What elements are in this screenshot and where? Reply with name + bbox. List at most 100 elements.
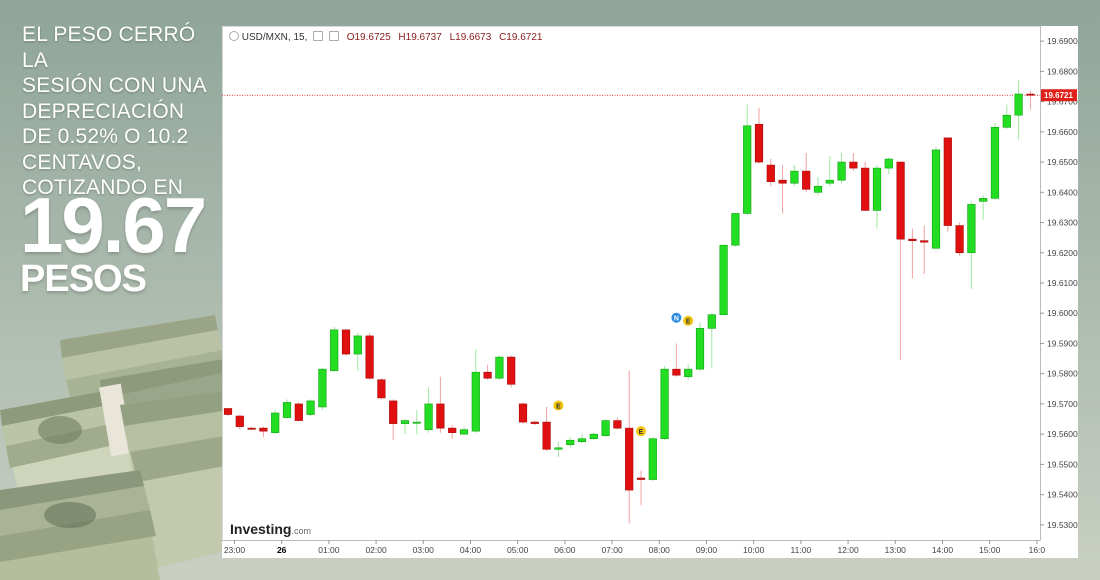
candle-body	[306, 400, 315, 415]
candle-body	[365, 335, 374, 379]
candle-body	[861, 167, 870, 211]
event-marker	[552, 399, 565, 412]
candle-body	[1014, 93, 1023, 116]
candle-body	[707, 314, 716, 329]
candle-body	[318, 368, 327, 408]
last-price-badge	[1041, 89, 1077, 102]
candle-body	[872, 167, 882, 211]
candle-body	[459, 429, 469, 435]
candle-body	[377, 379, 386, 399]
candle-body	[766, 164, 775, 183]
candle-body	[884, 158, 893, 169]
event-marker	[670, 311, 683, 324]
logo-name: Investing	[230, 521, 292, 537]
candle-body	[695, 328, 705, 370]
y-tick-label: 19.5300	[1047, 520, 1078, 530]
ohlc-low: L19.6673	[449, 32, 492, 43]
headline-line: EL PESO CERRÓ LA	[22, 23, 196, 72]
candle-body	[743, 125, 752, 214]
candle-body	[813, 185, 823, 193]
candle-body	[1026, 93, 1035, 96]
collapse-icon[interactable]	[229, 31, 239, 41]
ohlc-high: H19.6737	[398, 32, 442, 43]
y-tick-label: 19.6000	[1047, 308, 1078, 318]
candle-body	[1002, 114, 1011, 128]
x-tick-label: 23:00	[224, 545, 246, 555]
x-tick-label: 13:00	[885, 545, 907, 555]
candle-body	[648, 438, 657, 480]
candle-body	[931, 149, 941, 249]
x-tick-label: 04:00	[460, 545, 482, 555]
candle-body	[719, 244, 728, 316]
logo-suffix: .com	[291, 526, 311, 536]
headline-line: COTIZANDO EN	[22, 176, 184, 199]
y-tick-label: 19.6200	[1047, 248, 1078, 258]
candle-body	[754, 123, 764, 163]
candlestick-chart[interactable]: 19.6900 19.6800 19.6700 19.6600 19.6500 19.64…	[222, 26, 1078, 558]
headline: EL PESO CERRÓ LA SESIÓN CON UNA DEPRECIA…	[22, 22, 222, 201]
y-tick-label: 19.6100	[1047, 278, 1078, 288]
candle-body	[990, 126, 1000, 199]
candle-body	[625, 427, 634, 491]
y-tick-label: 19.6900	[1047, 36, 1078, 46]
candle-body	[979, 198, 988, 202]
y-tick-label: 19.6500	[1047, 157, 1078, 167]
event-marker-label: E	[686, 319, 691, 326]
candle-body	[542, 421, 551, 450]
candle-body	[223, 408, 233, 415]
bill-stack-front	[0, 390, 230, 580]
candle-body	[341, 329, 351, 355]
candle-body	[601, 420, 610, 436]
candle-body	[566, 439, 575, 446]
candle-body	[636, 477, 646, 480]
y-tick-label: 19.5400	[1047, 490, 1078, 500]
headline-line: SESIÓN CON UNA	[22, 74, 207, 97]
y-tick-label: 19.6700	[1047, 97, 1078, 107]
headline-line: DE 0.52% O 10.2	[22, 125, 189, 148]
candle-body	[424, 403, 433, 430]
candle-body	[495, 356, 504, 379]
ohlc-header: USD/MXN, 15, O19.6725 H19.6737 L19.6673 …	[226, 31, 542, 43]
candle-body	[837, 161, 846, 181]
x-tick-label: 15:00	[979, 545, 1001, 555]
candle-body	[943, 137, 952, 226]
x-tick-label: 06:00	[554, 545, 576, 555]
candle-body	[353, 335, 362, 355]
y-tick-label: 19.6300	[1047, 218, 1078, 228]
candle-body	[330, 329, 339, 371]
x-tick-label: 14:00	[932, 545, 954, 555]
y-tick-label: 19.5500	[1047, 459, 1078, 469]
x-tick-label: 10:00	[743, 545, 765, 555]
close-icon[interactable]	[328, 31, 339, 41]
x-tick-label: 12:00	[837, 545, 859, 555]
event-marker	[682, 314, 695, 327]
headline-line: DEPRECIACIÓN	[22, 99, 185, 123]
candle-body	[660, 368, 669, 440]
candle-body	[577, 438, 587, 443]
candle-body	[908, 238, 917, 241]
x-tick-label: 02:00	[365, 545, 387, 555]
candle-body	[731, 213, 740, 246]
y-tick-label: 19.5600	[1047, 429, 1078, 439]
candle-body	[471, 371, 480, 432]
candle-body	[483, 371, 492, 379]
money-stack-illustration	[0, 315, 230, 580]
x-tick-label: 07:00	[601, 545, 623, 555]
candle-body	[507, 356, 516, 385]
settings-icon[interactable]	[313, 31, 324, 41]
candle-body	[294, 403, 303, 421]
candle-body	[778, 179, 787, 184]
y-tick-label: 19.6400	[1047, 187, 1078, 197]
y-tick-label: 19.6800	[1047, 66, 1078, 76]
candle-body	[896, 161, 905, 240]
event-marker	[635, 425, 647, 438]
x-tick-label: 05:00	[507, 545, 529, 555]
candle-body	[684, 368, 693, 378]
bill-stack-middle	[0, 383, 145, 500]
candle-body	[790, 170, 799, 184]
headline-line: CENTAVOS,	[22, 150, 143, 174]
candle-body	[825, 179, 834, 184]
candle-body	[400, 420, 410, 424]
event-marker-label: E	[639, 429, 644, 436]
candle-body	[412, 421, 421, 424]
